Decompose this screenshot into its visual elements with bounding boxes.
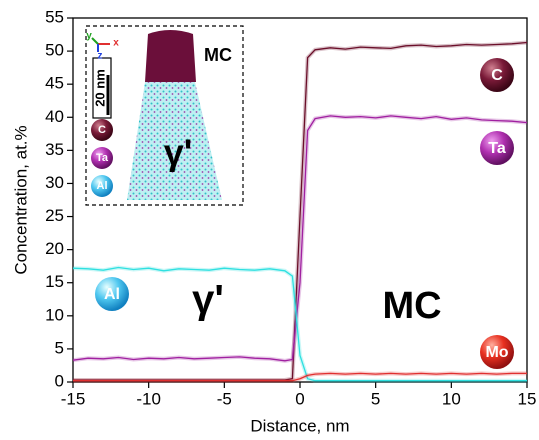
element-label: Mo [485, 344, 508, 361]
x-tick-label: 0 [295, 389, 304, 408]
element-label: Ta [488, 140, 506, 157]
inset-label: y [86, 31, 92, 42]
y-tick-label: 45 [45, 74, 64, 93]
inset-element-ball [91, 119, 113, 141]
x-tick-label: -10 [136, 389, 161, 408]
x-tick-label: 15 [518, 389, 537, 408]
inset-axis-y [91, 37, 99, 45]
y-tick-label: 50 [45, 41, 64, 60]
inset-label: z [98, 51, 103, 62]
x-axis-label: Distance, nm [250, 416, 349, 435]
x-tick-label: 10 [442, 389, 461, 408]
element-ball [480, 335, 514, 369]
y-tick-label: 5 [55, 338, 64, 357]
inset: MC γ' 20 nm C Ta Al yzx [85, 25, 244, 206]
y-tick-label: 30 [45, 173, 64, 192]
series-line [72, 266, 527, 382]
inset-element-ball [91, 147, 113, 169]
y-tick-label: 20 [45, 239, 64, 258]
inset-gamma-region [127, 82, 222, 200]
y-tick-label: 25 [45, 206, 64, 225]
x-tick-label: -15 [61, 389, 86, 408]
inset-mc-region [145, 30, 196, 82]
y-tick-label: 40 [45, 107, 64, 126]
element-ball [95, 277, 129, 311]
inset-label: x [113, 38, 119, 49]
series-line [73, 372, 527, 382]
y-axis-label: Concentration, at.% [11, 125, 30, 274]
inset-label: 20 nm [92, 69, 107, 107]
inset-label: γ' [164, 132, 193, 173]
y-tick-label: 55 [45, 7, 64, 26]
inset-scale-box [92, 57, 112, 119]
y-tick-label: 0 [55, 371, 64, 390]
x-tick-label: -5 [217, 389, 232, 408]
y-tick-label: 35 [45, 140, 64, 159]
x-tick-label: 5 [371, 389, 380, 408]
inset-label: Al [97, 180, 108, 192]
phase-label: MC [382, 285, 441, 327]
y-tick-label: 10 [45, 305, 64, 324]
inset-label: C [98, 124, 106, 136]
series-line [73, 41, 528, 381]
element-ball [480, 131, 514, 165]
inset-label: MC [204, 45, 232, 65]
element-label: C [491, 67, 503, 84]
series-line [72, 115, 528, 362]
inset-element-ball [91, 175, 113, 197]
element-label: Al [104, 286, 120, 303]
element-ball [480, 58, 514, 92]
phase-label: γ' [192, 278, 224, 322]
inset-label: Ta [96, 152, 109, 164]
y-tick-label: 15 [45, 272, 64, 291]
